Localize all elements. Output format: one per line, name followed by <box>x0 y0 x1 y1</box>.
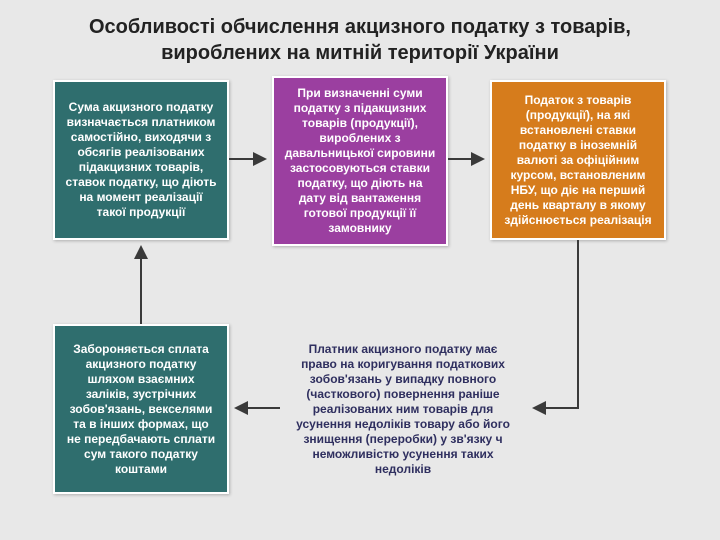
page-title: Особливості обчислення акцизного податку… <box>0 0 720 76</box>
box-text: Забороняється сплата акцизного податку ш… <box>65 342 217 477</box>
arrow-b4-b1 <box>134 240 148 324</box>
box-self-determination: Сума акцизного податку визначається плат… <box>53 80 229 240</box>
box-prohibited-payment: Забороняється сплата акцизного податку ш… <box>53 324 229 494</box>
arrow-b5-b4 <box>229 401 280 415</box>
box-tolling-materials: При визначенні суми податку з підакцизни… <box>272 76 448 246</box>
box-text: При визначенні суми податку з підакцизни… <box>284 86 436 236</box>
box-text: Податок з товарів (продукції), на які вс… <box>502 93 654 228</box>
box-adjustment-right: Платник акцизного податку має право на к… <box>280 320 526 498</box>
arrow-b1-b2 <box>229 152 272 166</box>
box-text: Платник акцизного податку має право на к… <box>290 342 516 477</box>
arrow-b3-b5 <box>520 240 590 420</box>
box-text: Сума акцизного податку визначається плат… <box>65 100 217 220</box>
arrow-b2-b3 <box>448 152 490 166</box>
box-foreign-currency: Податок з товарів (продукції), на які вс… <box>490 80 666 240</box>
